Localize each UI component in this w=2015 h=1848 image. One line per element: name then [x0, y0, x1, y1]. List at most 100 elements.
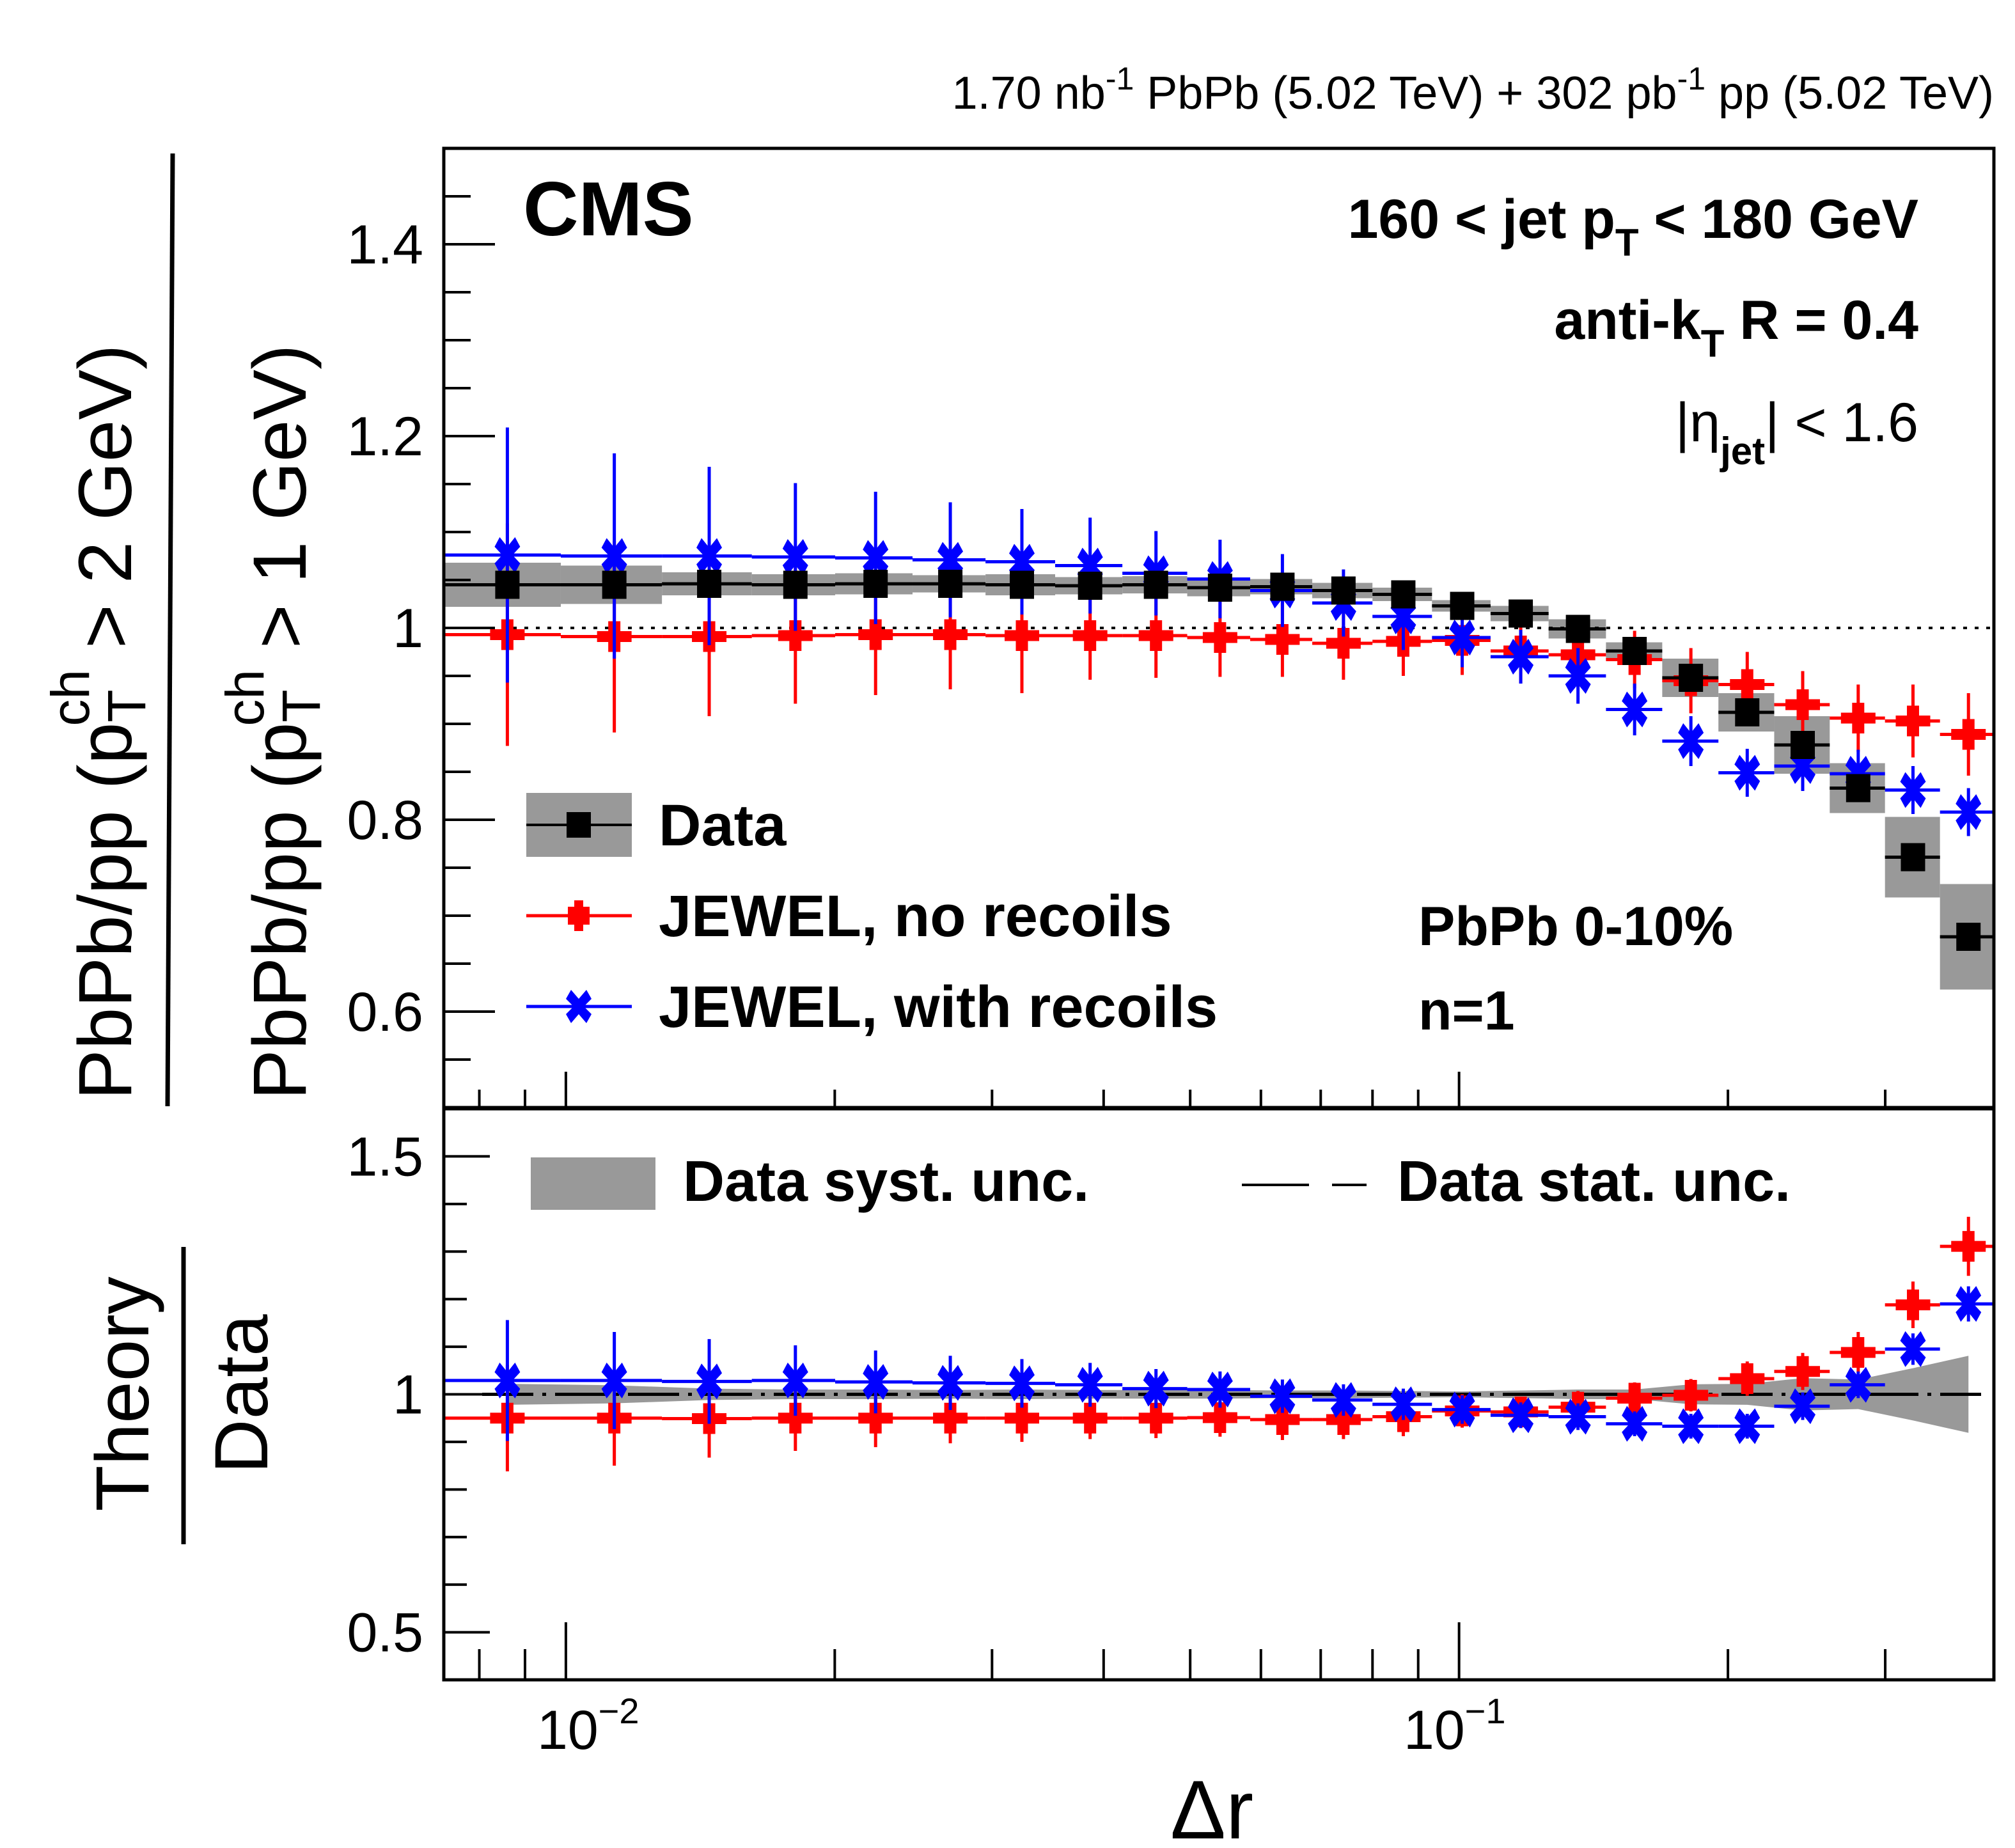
upper-y-tick-label: 1.2	[347, 406, 423, 467]
data-point-marker	[602, 570, 627, 599]
data-point-marker	[1565, 615, 1590, 643]
ratio-with-recoils-point-marker	[494, 1362, 521, 1398]
ratio-no-recoils-point-marker	[1326, 1404, 1361, 1435]
ratio-with-recoils-point-marker	[1790, 1388, 1816, 1425]
eta-cut-label: |ηjet| < 1.6	[1675, 392, 1918, 473]
legend-entry-no-recoils: JEWEL, no recoils	[526, 884, 1172, 949]
ratio-no-recoils-point-marker	[1072, 1402, 1108, 1434]
with-recoils-point-marker	[1900, 772, 1926, 808]
lower-panel	[445, 1216, 1994, 1472]
lower-y-axis-title: Theory Data	[81, 1247, 284, 1544]
legend-label-data: Data	[659, 793, 787, 858]
upper-y-tick-label: 1	[393, 598, 423, 659]
with-recoils-point-marker	[494, 537, 521, 573]
legend-red-cross-icon	[568, 900, 590, 931]
data-point-marker	[495, 570, 520, 599]
data-point-marker	[1622, 637, 1647, 665]
no-recoils-point-marker	[1138, 620, 1173, 651]
data-point-marker	[863, 570, 888, 598]
ratio-with-recoils-point-marker	[1845, 1366, 1871, 1403]
ratio-with-recoils-point-marker	[1330, 1382, 1356, 1418]
legend-data-square-icon	[567, 812, 591, 838]
with-recoils-point-marker	[1565, 658, 1591, 694]
upper-panel	[444, 427, 1994, 990]
ratio-with-recoils-point-marker	[601, 1362, 627, 1398]
moment-label: n=1	[1418, 980, 1515, 1042]
data-point-marker	[1450, 591, 1475, 620]
data-point-marker	[1679, 664, 1704, 692]
lower-y-tick-label: 0.5	[347, 1602, 423, 1664]
ratio-no-recoils-point-marker	[1730, 1363, 1765, 1394]
ratio-with-recoils-point-marker	[1956, 1286, 1982, 1322]
legend-entry-data: Data	[526, 793, 787, 858]
ratio-with-recoils-point-marker	[1622, 1406, 1648, 1442]
jet-pt-range-label: 160 < jet pT < 180 GeV	[1348, 189, 1918, 264]
data-point-marker	[1143, 570, 1168, 599]
with-recoils-point-marker	[1622, 691, 1648, 728]
no-recoils-point-marker	[1730, 669, 1765, 700]
with-recoils-point-marker	[696, 538, 723, 574]
data-point-marker	[1901, 843, 1925, 872]
with-recoils-point-marker	[1678, 723, 1704, 759]
ratio-with-recoils-point-marker	[1734, 1408, 1760, 1445]
upper-legend: Data JEWEL, no recoils JEWEL, with recoi…	[526, 793, 1218, 1040]
ratio-with-recoils-point-marker	[937, 1365, 964, 1401]
ratio-no-recoils-point-marker	[1674, 1379, 1709, 1411]
ratio-no-recoils-point-marker	[858, 1402, 893, 1434]
ratio-with-recoils-point-marker	[1269, 1378, 1296, 1414]
x-tick-label-0.01: 10−2	[537, 1691, 639, 1761]
with-recoils-point-marker	[1449, 620, 1475, 655]
lower-y-tick-label: 1.5	[347, 1126, 423, 1187]
with-recoils-point-marker	[863, 540, 889, 576]
ratio-no-recoils-point-marker	[933, 1402, 968, 1434]
cms-label: CMS	[523, 166, 694, 252]
with-recoils-point-marker	[937, 542, 964, 578]
upper-ylabel-fraction-bar	[165, 153, 175, 1107]
no-recoils-point-marker	[1840, 703, 1876, 733]
no-recoils-point-marker	[1072, 620, 1108, 651]
ratio-with-recoils-point-marker	[1900, 1331, 1926, 1367]
no-recoils-point-marker	[933, 619, 968, 650]
no-recoils-point-marker	[858, 619, 893, 650]
ratio-no-recoils-point-marker	[1951, 1231, 1986, 1262]
with-recoils-point-marker	[1956, 794, 1982, 830]
data-point-marker	[697, 570, 722, 598]
legend-entry-with-recoils: JEWEL, with recoils	[526, 975, 1218, 1040]
no-recoils-point-marker	[1951, 719, 1986, 750]
ratio-with-recoils-point-marker	[1508, 1397, 1534, 1434]
ratio-no-recoils-point-marker	[1138, 1402, 1173, 1434]
axes: 1.4 1.2 1 0.8 0.6 1.5 1 0.5	[347, 147, 1887, 1680]
data-point-marker	[1735, 698, 1760, 726]
ratio-with-recoils-point-marker	[1143, 1370, 1169, 1407]
lower-y-tick-label: 1	[393, 1365, 423, 1426]
upper-y-axis-title: PbPb/pp (pTch > 2 GeV) PbPb/pp (pTch > 1…	[40, 153, 331, 1107]
ratio-with-recoils-point-marker	[1390, 1386, 1416, 1423]
ratio-no-recoils-point-marker	[1785, 1356, 1821, 1387]
ratio-with-recoils-point-marker	[1009, 1365, 1035, 1402]
data-point-marker	[1846, 774, 1870, 803]
ratio-no-recoils-point-marker	[778, 1402, 813, 1434]
ratio-no-recoils-point-marker	[1265, 1404, 1300, 1435]
no-recoils-point-marker	[1202, 622, 1237, 653]
with-recoils-point-marker	[1508, 639, 1534, 675]
ratio-with-recoils-point-marker	[1678, 1408, 1704, 1445]
upper-y-tick-label: 0.8	[347, 790, 423, 851]
upper-y-tick-label: 1.4	[347, 214, 423, 276]
centrality-label: PbPb 0-10%	[1418, 896, 1733, 957]
ratio-with-recoils-point-marker	[1449, 1391, 1475, 1428]
data-point-marker	[1331, 576, 1356, 605]
legend-blue-x-icon	[566, 990, 592, 1023]
data-point-marker	[1956, 923, 1981, 951]
ratio-with-recoils-point-marker	[1207, 1372, 1233, 1408]
ratio-with-recoils-point-marker	[782, 1362, 808, 1398]
upper-ylabel-denominator: PbPb/pp (pTch > 1 GeV)	[215, 345, 331, 1100]
data-point-marker	[783, 570, 808, 599]
lower-ylabel-numerator: Theory	[81, 1276, 165, 1511]
no-recoils-point-marker	[1895, 705, 1931, 737]
no-recoils-point-marker	[1785, 689, 1821, 720]
with-recoils-point-marker	[1734, 755, 1760, 791]
ratio-no-recoils-point-marker	[1005, 1402, 1040, 1434]
upper-y-tick-label: 0.6	[347, 982, 423, 1043]
no-recoils-point-marker	[1326, 628, 1361, 659]
